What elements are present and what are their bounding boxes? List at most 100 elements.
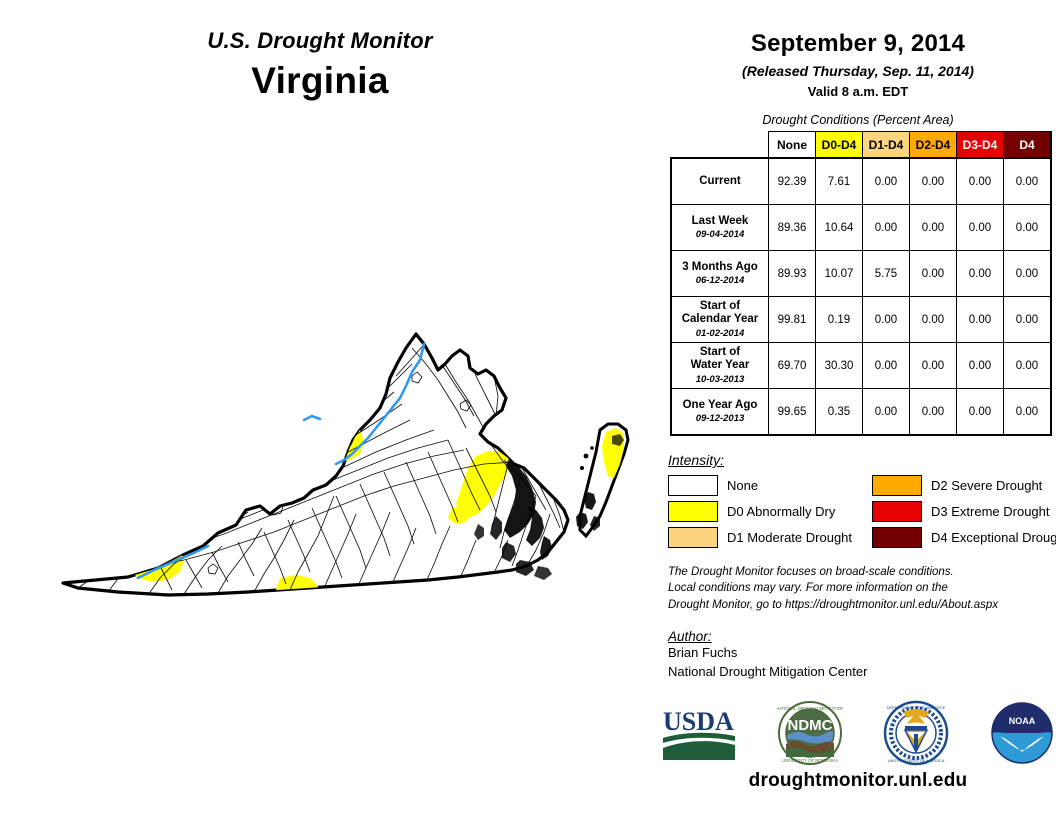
legend-swatch [872,475,923,496]
row-label: One Year Ago 09-12-2013 [670,388,769,436]
row-label: 3 Months Ago 06-12-2014 [670,250,769,297]
table-row: Start of Calendar Year 01-02-2014 99.81 0.19… [670,296,1052,343]
legend-label: D4 Exceptional Drought [931,530,1056,545]
row-date: 01-02-2014 [695,327,745,339]
cell-d0d4: 0.19 [815,296,863,343]
cell-d3d4: 0.00 [956,388,1004,436]
drought-conditions-table: None D0-D4 D1-D4 D2-D4 D3-D4 D4 Current 9… [670,131,1052,436]
cell-none: 89.93 [768,250,816,297]
cell-none: 99.81 [768,296,816,343]
row-date: 10-03-2013 [695,373,745,385]
cell-d1d4: 0.00 [862,157,910,205]
column-header-none: None [768,131,816,159]
website-url[interactable]: droughtmonitor.unl.edu [748,770,968,791]
svg-text:UNIVERSITY OF NEBRASKA: UNIVERSITY OF NEBRASKA [782,758,838,763]
table-row: One Year Ago 09-12-2013 99.65 0.35 0.00 0.00 0… [670,388,1052,436]
legend-swatch [668,501,718,522]
legend-column-left: None D0 Abnormally Dry D1 Moderate Drought [668,475,852,548]
cell-d2d4: 0.00 [909,388,957,436]
cell-d2d4: 0.00 [909,296,957,343]
legend-label: None [727,478,759,493]
row-date: 09-12-2013 [695,413,745,425]
table-body: Current 92.39 7.61 0.00 0.00 0.00 0.00 Last Wee… [670,157,1052,436]
legend-item-right-2: D4 Exceptional Drought [872,527,1056,548]
svg-text:DEPARTMENT OF COMMERCE: DEPARTMENT OF COMMERCE [887,705,946,710]
page-title: U.S. Drought Monitor [207,28,433,53]
cell-d1d4: 0.00 [862,388,910,436]
note-line-3: Drought Monitor, go to https://droughtmo… [668,598,999,611]
intensity-heading: Intensity: [668,452,725,468]
cell-d1d4: 5.75 [862,250,910,297]
legend-column-right: D2 Severe Drought D3 Extreme Drought D4 Ex… [872,475,1056,548]
legend-swatch [668,527,718,548]
row-label: Start of Water Year 10-03-2013 [670,342,769,389]
cell-d2d4: 0.00 [909,157,957,205]
svg-text:USDA: USDA [663,707,734,736]
cell-none: 99.65 [768,388,816,436]
disclaimer-note: The Drought Monitor focuses on broad-sca… [668,564,1056,613]
release-date: (Released Thursday, Sep. 11, 2014) [742,63,974,79]
legend-label: D0 Abnormally Dry [727,504,836,519]
table-row: 3 Months Ago 06-12-2014 89.93 10.07 5.75 0.00… [670,250,1052,297]
map-river [136,342,426,580]
legend-label: D3 Extreme Drought [931,504,1050,519]
table-row: Current 92.39 7.61 0.00 0.00 0.00 0.00 [670,157,1052,205]
legend-label: D1 Moderate Drought [727,530,853,545]
usda-logo: USDA [661,704,737,767]
row-label: Current [670,157,769,205]
legend-label: D2 Severe Drought [931,478,1043,493]
note-line-1: The Drought Monitor focuses on broad-sca… [668,566,954,578]
info-panel: September 9, 2014 (Released Thursday, Se… [660,0,1056,816]
author-org: National Drought Mitigation Center [668,663,868,679]
legend-swatch [872,527,923,548]
svg-text:UNITED STATES OF AMERICA: UNITED STATES OF AMERICA [888,758,945,763]
cell-d2d4: 0.00 [909,342,957,389]
column-header-d1d4: D1-D4 [862,131,910,159]
svg-text:NATIONAL DROUGHT MITIGATION: NATIONAL DROUGHT MITIGATION [777,706,843,711]
cell-d3d4: 0.00 [956,296,1004,343]
logo-row: USDA NDMC NATIONAL DROUGHT MITIGATION UN… [660,690,1056,780]
cell-d1d4: 0.00 [862,342,910,389]
intensity-legend: Intensity: None D0 Abnormally Dry D1 Moder… [668,452,1056,548]
table-caption: Drought Conditions (Percent Area) [762,113,954,127]
cell-d0d4: 10.07 [815,250,863,297]
cell-d4: 0.00 [1003,296,1052,343]
svg-text:NOAA: NOAA [1009,716,1036,726]
author-name: Brian Fuchs [668,644,738,660]
cell-none: 69.70 [768,342,816,389]
title-block: U.S. Drought Monitor Virginia [0,28,640,102]
row-label: Start of Calendar Year 01-02-2014 [670,296,769,343]
map-state-body [61,332,570,597]
virginia-map [8,320,648,620]
note-line-2: Local conditions may vary. For more info… [668,582,948,595]
header-spacer [671,132,769,159]
ndmc-logo: NDMC NATIONAL DROUGHT MITIGATION UNIVERS… [776,700,844,771]
cell-d4: 0.00 [1003,250,1052,297]
date-block: September 9, 2014 (Released Thursday, Se… [660,0,1056,99]
usdc-seal: DEPARTMENT OF COMMERCE UNITED STATES OF … [883,700,949,771]
cell-d2d4: 0.00 [909,204,957,251]
cell-d1d4: 0.00 [862,204,910,251]
cell-d3d4: 0.00 [956,342,1004,389]
legend-item-left-0: None [668,475,852,496]
column-header-d2d4: D2-D4 [909,131,957,159]
legend-item-right-1: D3 Extreme Drought [872,501,1056,522]
table-row: Last Week 09-04-2014 89.36 10.64 0.00 0.00 0.0… [670,204,1052,251]
cell-d3d4: 0.00 [956,157,1004,205]
legend-swatch [872,501,923,522]
noaa-logo: NOAA [989,700,1055,771]
cell-d1d4: 0.00 [862,296,910,343]
table-row: Start of Water Year 10-03-2013 69.70 30.30 0.… [670,342,1052,389]
legend-swatch [668,475,718,496]
row-date: 06-12-2014 [695,275,745,287]
d0-area-shenandoah [306,415,364,461]
cell-d0d4: 7.61 [815,157,863,205]
legend-item-left-2: D1 Moderate Drought [668,527,852,548]
cell-d4: 0.00 [1003,157,1052,205]
cell-d0d4: 30.30 [815,342,863,389]
cell-d4: 0.00 [1003,342,1052,389]
cell-none: 92.39 [768,157,816,205]
map-eastern-shore [576,422,630,539]
legend-item-right-0: D2 Severe Drought [872,475,1056,496]
